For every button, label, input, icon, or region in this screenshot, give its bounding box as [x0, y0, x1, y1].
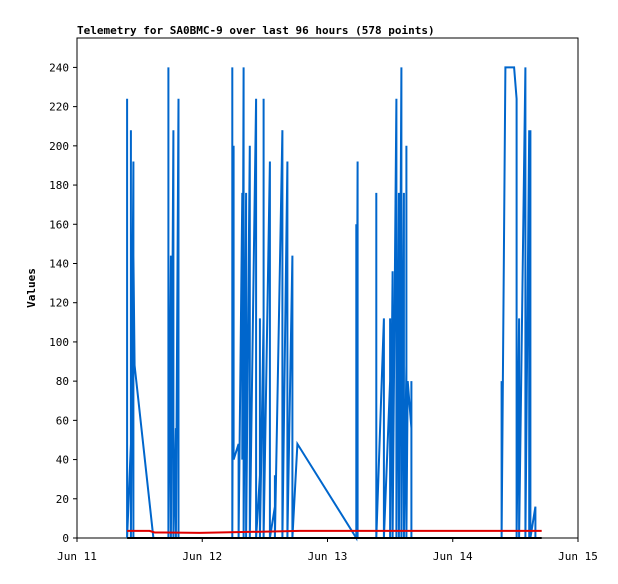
y-tick-label: 160 — [49, 218, 69, 231]
series-line — [127, 529, 542, 534]
y-tick-label: 0 — [62, 532, 69, 545]
x-tick-label: Jun 11 — [57, 550, 97, 563]
y-tick-label: 80 — [56, 375, 69, 388]
y-tick-label: 180 — [49, 179, 69, 192]
y-tick-label: 220 — [49, 101, 69, 114]
y-tick-label: 100 — [49, 336, 69, 349]
y-tick-label: 140 — [49, 257, 69, 270]
x-tick-label: Jun 13 — [308, 550, 348, 563]
y-tick-label: 200 — [49, 140, 69, 153]
chart-title: Telemetry for SA0BMC-9 over last 96 hour… — [77, 24, 435, 37]
series-line — [126, 66, 537, 542]
y-tick-label: 120 — [49, 297, 69, 310]
y-tick-label: 20 — [56, 493, 69, 506]
x-tick-label: Jun 15 — [558, 550, 598, 563]
x-tick-label: Jun 14 — [433, 550, 473, 563]
x-tick-label: Jun 12 — [182, 550, 222, 563]
y-axis-label: Values — [25, 268, 38, 308]
y-tick-label: 240 — [49, 61, 69, 74]
y-tick-label: 40 — [56, 454, 69, 467]
y-tick-label: 60 — [56, 414, 69, 427]
